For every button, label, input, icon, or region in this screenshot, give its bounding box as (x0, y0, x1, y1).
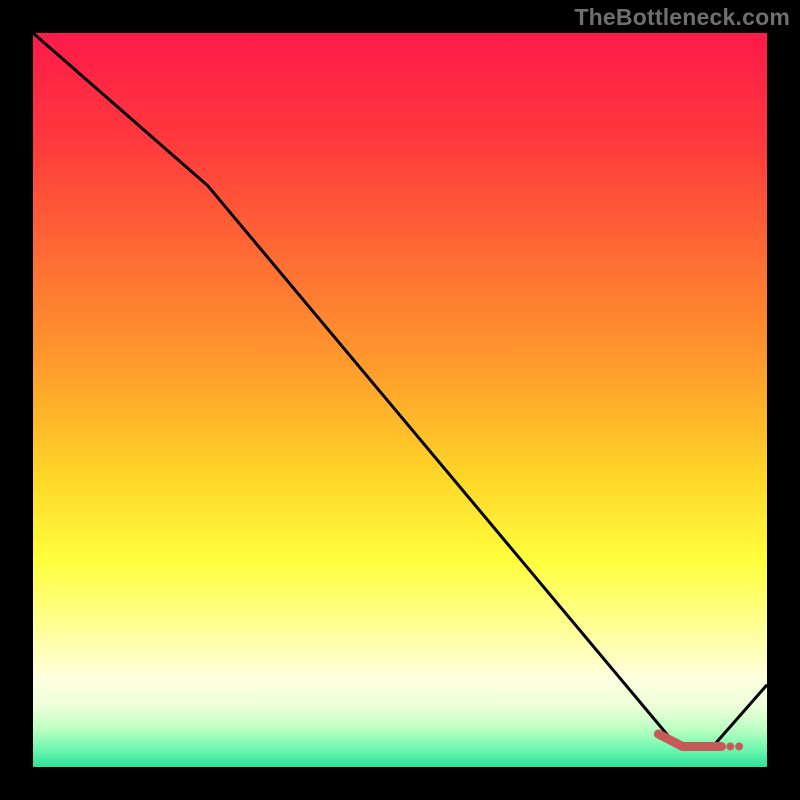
chart-frame: TheBottleneck.com (0, 0, 800, 800)
watermark-text: TheBottleneck.com (574, 4, 790, 31)
highlight-dot (735, 742, 743, 750)
chart-svg (33, 33, 767, 767)
plot-area (33, 33, 767, 767)
highlight-dot (726, 742, 734, 750)
